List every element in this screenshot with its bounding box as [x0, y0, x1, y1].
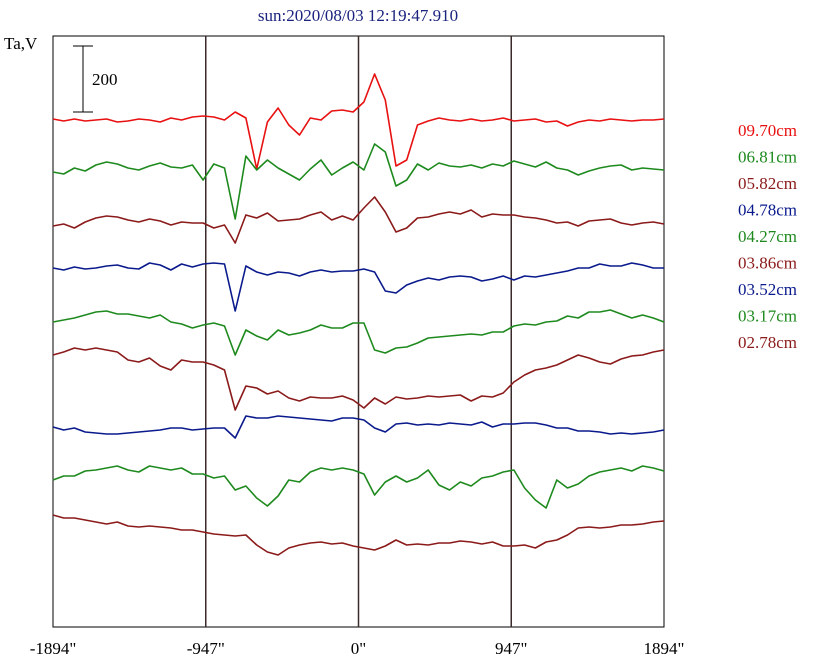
x-tick-label-2: 0": [351, 639, 366, 658]
scale-bar: [73, 45, 93, 113]
y-axis-label: Ta,V: [4, 34, 38, 53]
series-line-03.17cm: [52, 465, 665, 509]
x-tick-labels: -1894" -947" 0" 947" 1894": [30, 639, 685, 658]
legend-entry-1: 06.81cm: [738, 148, 797, 167]
legend-entry-2: 05.82cm: [738, 174, 797, 193]
series-line-04.27cm: [52, 309, 665, 356]
vertical-reference-lines: [205, 36, 512, 627]
series-line-04.78cm: [52, 262, 664, 312]
series-line-05.82cm: [52, 196, 665, 244]
x-tick-label-3: 947": [495, 639, 527, 658]
series-line-06.81cm: [52, 143, 665, 220]
x-tick-label-1: -947": [187, 639, 225, 658]
series-line-03.86cm: [52, 347, 665, 411]
chart-title: sun:2020/08/03 12:19:47.910: [258, 6, 458, 25]
legend-entry-5: 03.86cm: [738, 254, 797, 273]
series-line-03.52cm: [52, 415, 665, 439]
legend-entry-6: 03.52cm: [738, 280, 797, 299]
series-lines: [52, 73, 665, 556]
legend-entry-7: 03.17cm: [738, 307, 797, 326]
legend-entry-8: 02.78cm: [738, 333, 797, 352]
legend: 09.70cm 06.81cm 05.82cm 04.78cm 04.27cm 03.86…: [738, 121, 797, 352]
legend-entry-0: 09.70cm: [738, 121, 797, 140]
legend-entry-3: 04.78cm: [738, 201, 797, 220]
legend-entry-4: 04.27cm: [738, 227, 797, 246]
series-line-02.78cm: [52, 514, 665, 556]
series-line-09.70cm: [52, 73, 665, 170]
scale-bar-label: 200: [92, 70, 118, 89]
x-tick-label-0: -1894": [30, 639, 77, 658]
x-tick-label-4: 1894": [644, 639, 685, 658]
